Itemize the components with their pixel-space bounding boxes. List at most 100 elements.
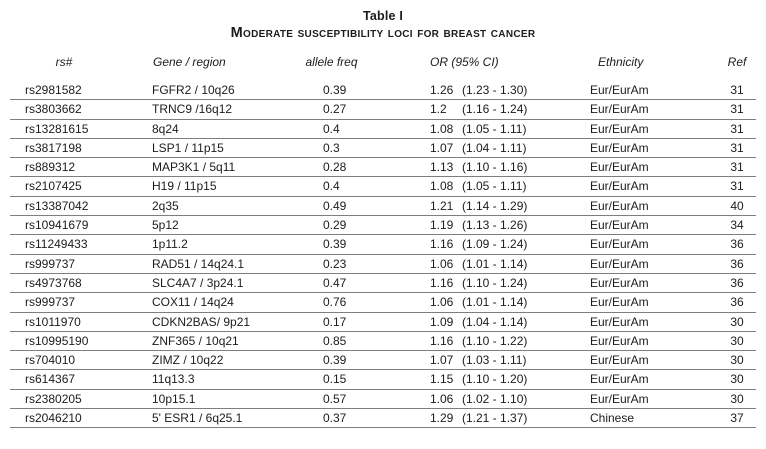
or-value: 1.13	[430, 160, 454, 175]
table-header: rs# Gene / region allele freq OR (95% CI…	[10, 43, 756, 81]
or-value: 1.07	[430, 353, 454, 368]
cell-reference: 36	[700, 254, 756, 274]
cell-rs-number: rs10941679	[10, 215, 140, 236]
table-row: rs2046210 5' ESR1 / 6q25.1 0.37 1.29 (1.2…	[10, 408, 756, 429]
cell-gene-region: 11q13.3	[140, 369, 285, 390]
cell-odds-ratio: 1.2 (1.16 - 1.24)	[390, 99, 560, 120]
cell-ethnicity: Eur/EurAm	[560, 292, 700, 313]
cell-allele-freq: 0.85	[285, 331, 390, 352]
cell-gene-region: TRNC9 /16q12	[140, 99, 285, 120]
cell-odds-ratio: 1.15 (1.10 - 1.20)	[390, 369, 560, 390]
cell-rs-number: rs889312	[10, 157, 140, 178]
or-confidence-interval: (1.16 - 1.24)	[462, 102, 528, 117]
table-body: rs2981582 FGFR2 / 10q26 0.39 1.26 (1.23 -…	[10, 81, 756, 429]
cell-allele-freq: 0.3	[285, 138, 390, 159]
cell-odds-ratio: 1.19 (1.13 - 1.26)	[390, 215, 560, 236]
table-row: rs10941679 5p12 0.29 1.19 (1.13 - 1.26) E…	[10, 215, 756, 236]
cell-ethnicity: Eur/EurAm	[560, 138, 700, 159]
cell-rs-number: rs2981582	[10, 81, 140, 101]
table-row: rs3803662 TRNC9 /16q12 0.27 1.2 (1.16 - 1…	[10, 99, 756, 120]
cell-ethnicity: Eur/EurAm	[560, 176, 700, 197]
cell-reference: 31	[700, 176, 756, 197]
or-confidence-interval: (1.10 - 1.20)	[462, 372, 528, 387]
or-value: 1.07	[430, 140, 454, 155]
cell-rs-number: rs2107425	[10, 176, 140, 197]
cell-rs-number: rs3803662	[10, 99, 140, 120]
table-row: rs704010 ZIMZ / 10q22 0.39 1.07 (1.03 - 1…	[10, 350, 756, 371]
or-value: 1.15	[430, 372, 454, 387]
cell-reference: 36	[700, 273, 756, 294]
cell-ethnicity: Eur/EurAm	[560, 215, 700, 236]
cell-rs-number: rs13281615	[10, 119, 140, 139]
cell-allele-freq: 0.29	[285, 215, 390, 236]
cell-odds-ratio: 1.29 (1.21 - 1.37)	[390, 408, 560, 429]
cell-reference: 30	[700, 350, 756, 371]
cell-gene-region: 5' ESR1 / 6q25.1	[140, 408, 285, 429]
cell-gene-region: COX11 / 14q24	[140, 292, 285, 313]
cell-odds-ratio: 1.26 (1.23 - 1.30)	[390, 81, 560, 101]
cell-rs-number: rs2046210	[10, 408, 140, 429]
cell-allele-freq: 0.17	[285, 312, 390, 332]
table-row: rs10995190 ZNF365 / 10q21 0.85 1.16 (1.10…	[10, 331, 756, 352]
cell-gene-region: ZIMZ / 10q22	[140, 350, 285, 371]
table-row: rs13387042 2q35 0.49 1.21 (1.14 - 1.29) E…	[10, 196, 756, 217]
or-confidence-interval: (1.23 - 1.30)	[462, 83, 528, 97]
cell-odds-ratio: 1.07 (1.03 - 1.11)	[390, 350, 560, 371]
column-header-rs: rs#	[55, 55, 73, 69]
table-label: Table I	[362, 9, 404, 23]
or-value: 1.06	[430, 256, 454, 271]
column-header-gene: Gene / region	[153, 55, 226, 69]
or-value: 1.09	[430, 314, 454, 329]
cell-odds-ratio: 1.08 (1.05 - 1.11)	[390, 119, 560, 139]
cell-ethnicity: Eur/EurAm	[560, 389, 700, 410]
cell-allele-freq: 0.37	[285, 408, 390, 429]
cell-ethnicity: Eur/EurAm	[560, 273, 700, 294]
cell-odds-ratio: 1.16 (1.10 - 1.24)	[390, 273, 560, 294]
cell-gene-region: 2q35	[140, 196, 285, 217]
cell-odds-ratio: 1.13 (1.10 - 1.16)	[390, 157, 560, 178]
cell-odds-ratio: 1.06 (1.01 - 1.14)	[390, 254, 560, 274]
cell-reference: 34	[700, 215, 756, 236]
cell-odds-ratio: 1.06 (1.02 - 1.10)	[390, 389, 560, 410]
cell-allele-freq: 0.49	[285, 196, 390, 217]
table-row: rs3817198 LSP1 / 11p15 0.3 1.07 (1.04 - 1…	[10, 138, 756, 159]
cell-allele-freq: 0.28	[285, 157, 390, 178]
cell-ethnicity: Eur/EurAm	[560, 254, 700, 274]
cell-gene-region: ZNF365 / 10q21	[140, 331, 285, 352]
table-row: rs2981582 FGFR2 / 10q26 0.39 1.26 (1.23 -…	[10, 81, 756, 101]
or-confidence-interval: (1.01 - 1.14)	[462, 256, 528, 271]
or-confidence-interval: (1.04 - 1.11)	[462, 140, 527, 155]
cell-reference: 30	[700, 312, 756, 332]
cell-gene-region: CDKN2BAS/ 9p21	[140, 312, 285, 332]
or-confidence-interval: (1.09 - 1.24)	[462, 237, 528, 252]
cell-rs-number: rs4973768	[10, 273, 140, 294]
cell-ethnicity: Eur/EurAm	[560, 350, 700, 371]
cell-reference: 36	[700, 234, 756, 255]
cell-rs-number: rs999737	[10, 254, 140, 274]
or-confidence-interval: (1.05 - 1.11)	[462, 121, 527, 136]
cell-ethnicity: Eur/EurAm	[560, 99, 700, 120]
cell-ethnicity: Eur/EurAm	[560, 331, 700, 352]
cell-gene-region: SLC4A7 / 3p24.1	[140, 273, 285, 294]
cell-reference: 37	[700, 408, 756, 429]
or-confidence-interval: (1.01 - 1.14)	[462, 295, 528, 310]
cell-reference: 31	[700, 81, 756, 101]
cell-ethnicity: Eur/EurAm	[560, 234, 700, 255]
cell-allele-freq: 0.15	[285, 369, 390, 390]
or-confidence-interval: (1.10 - 1.24)	[462, 275, 528, 290]
cell-odds-ratio: 1.21 (1.14 - 1.29)	[390, 196, 560, 217]
table-row: rs4973768 SLC4A7 / 3p24.1 0.47 1.16 (1.10…	[10, 273, 756, 294]
cell-reference: 31	[700, 119, 756, 139]
cell-allele-freq: 0.23	[285, 254, 390, 274]
cell-gene-region: 1p11.2	[140, 234, 285, 255]
or-confidence-interval: (1.02 - 1.10)	[462, 391, 528, 406]
or-confidence-interval: (1.14 - 1.29)	[462, 198, 528, 213]
table-row: rs13281615 8q24 0.4 1.08 (1.05 - 1.11) Eu…	[10, 119, 756, 139]
cell-rs-number: rs10995190	[10, 331, 140, 352]
cell-odds-ratio: 1.06 (1.01 - 1.14)	[390, 292, 560, 313]
cell-ethnicity: Chinese	[560, 408, 700, 429]
column-header-ref: Ref	[727, 55, 747, 69]
or-value: 1.16	[430, 333, 454, 348]
cell-rs-number: rs999737	[10, 292, 140, 313]
cell-allele-freq: 0.39	[285, 350, 390, 371]
